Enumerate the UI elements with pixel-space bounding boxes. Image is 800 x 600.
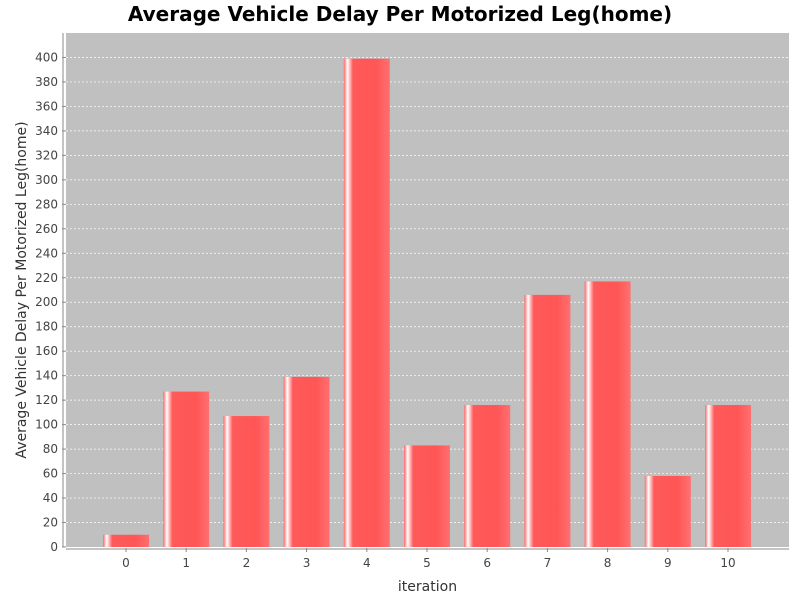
bars [103,58,751,547]
x-tick-label: 6 [483,556,491,570]
x-axis-label: iteration [398,579,457,595]
bar-6 [464,405,511,547]
y-tick-label: 200 [35,295,58,309]
x-tick-label: 9 [664,556,672,570]
y-tick-label: 240 [35,246,58,260]
y-tick-label: 260 [35,222,58,236]
bar-2 [223,416,270,547]
y-tick-label: 320 [35,148,58,162]
x-tick-label: 10 [720,556,735,570]
bar-1 [163,391,210,547]
bar-10 [705,405,751,547]
bar-3 [283,376,330,547]
y-tick-label: 140 [35,369,58,383]
chart-title: Average Vehicle Delay Per Motorized Leg(… [127,2,673,26]
x-tick-label: 5 [423,556,431,570]
y-tick-label: 0 [50,540,58,554]
x-tick-label: 3 [303,556,311,570]
x-tick-label: 0 [122,556,130,570]
bar-8 [584,281,631,547]
y-tick-label: 360 [35,99,58,113]
y-tick-label: 60 [43,467,58,481]
y-tick-label: 340 [35,124,58,138]
y-tick-label: 40 [43,491,58,505]
y-axis-label: Average Vehicle Delay Per Motorized Leg(… [14,121,30,458]
x-tick-label: 8 [604,556,612,570]
bar-9 [644,476,691,547]
y-tick-label: 300 [35,173,58,187]
y-tick-label: 160 [35,344,58,358]
y-tick-label: 400 [35,50,58,64]
x-tick-labels: 0 1 2 3 4 5 6 7 8 9 10 [122,548,736,570]
x-tick-label: 7 [544,556,552,570]
y-tick-label: 20 [43,516,58,530]
x-tick-label: 2 [243,556,251,570]
bar-4 [343,58,390,547]
y-tick-label: 280 [35,197,58,211]
bar-0 [103,534,149,547]
y-tick-label: 180 [35,320,58,334]
bar-7 [524,294,571,547]
y-tick-label: 220 [35,271,58,285]
y-tick-labels: 0 20 40 60 80 100 120 140 160 180 200 220 240 260 280 3… [35,50,66,554]
y-tick-label: 120 [35,393,58,407]
y-tick-label: 100 [35,418,58,432]
y-tick-label: 80 [43,442,58,456]
x-tick-label: 1 [182,556,190,570]
x-tick-label: 4 [363,556,371,570]
bar-5 [404,445,450,547]
y-tick-label: 380 [35,75,58,89]
